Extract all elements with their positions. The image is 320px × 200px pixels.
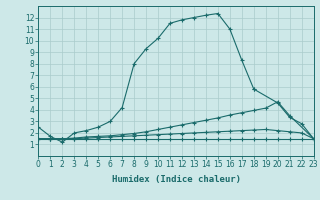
X-axis label: Humidex (Indice chaleur): Humidex (Indice chaleur) <box>111 175 241 184</box>
